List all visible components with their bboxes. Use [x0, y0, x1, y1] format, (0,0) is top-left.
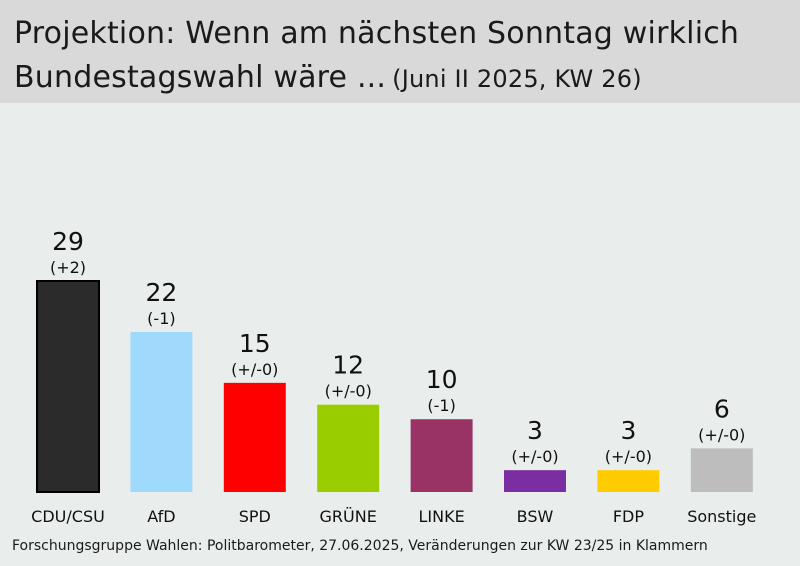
change-label-sonstige: (+/-0) — [698, 425, 745, 444]
change-label-cdu-csu: (+2) — [50, 258, 86, 277]
category-label-afd: AfD — [147, 507, 175, 526]
bar-spd — [223, 382, 286, 492]
category-label-bsw: BSW — [517, 507, 554, 526]
chart-title-line2-text: Bundestagswahl wäre ... — [14, 60, 387, 95]
category-label-cdu-csu: CDU/CSU — [31, 507, 105, 526]
change-label-afd: (-1) — [147, 309, 175, 328]
change-label-bsw: (+/-0) — [511, 447, 558, 466]
value-label-sonstige: 6 — [714, 394, 730, 423]
category-label-spd: SPD — [239, 507, 271, 526]
value-label-fdp: 3 — [620, 416, 636, 445]
bar-chart: 29 (+2) CDU/CSU 22 (-1) AfD 15 (+/-0) SPD 12 (+/-0… — [31, 227, 756, 526]
bar-gruene — [317, 404, 380, 492]
category-label-fdp: FDP — [613, 507, 645, 526]
change-label-fdp: (+/-0) — [605, 447, 652, 466]
value-label-cdu-csu: 29 — [52, 227, 84, 256]
chart-subtitle: (Juni II 2025, KW 26) — [392, 65, 642, 93]
category-label-gruene: GRÜNE — [320, 507, 377, 526]
source-note: Forschungsgruppe Wahlen: Politbarometer,… — [12, 538, 708, 554]
value-label-linke: 10 — [426, 365, 458, 394]
bar-cdu-csu — [36, 280, 100, 493]
category-label-linke: LINKE — [418, 507, 464, 526]
value-label-afd: 22 — [145, 278, 177, 307]
value-label-spd: 15 — [239, 329, 271, 358]
bar-afd — [130, 331, 193, 492]
title-header: Projektion: Wenn am nächsten Sonntag wir… — [0, 0, 800, 103]
bar-bsw — [504, 470, 566, 492]
category-label-sonstige: Sonstige — [687, 507, 756, 526]
value-label-gruene: 12 — [332, 351, 364, 380]
chart-title-line2: Bundestagswahl wäre ... (Juni II 2025, KW… — [14, 60, 642, 95]
change-label-gruene: (+/-0) — [325, 382, 372, 401]
bar-fdp — [597, 470, 660, 492]
chart-title-line1: Projektion: Wenn am nächsten Sonntag wir… — [14, 16, 740, 51]
bar-linke — [410, 419, 473, 492]
change-label-linke: (-1) — [427, 396, 455, 415]
bar-sonstige — [690, 448, 753, 492]
value-label-bsw: 3 — [527, 416, 543, 445]
change-label-spd: (+/-0) — [231, 360, 278, 379]
